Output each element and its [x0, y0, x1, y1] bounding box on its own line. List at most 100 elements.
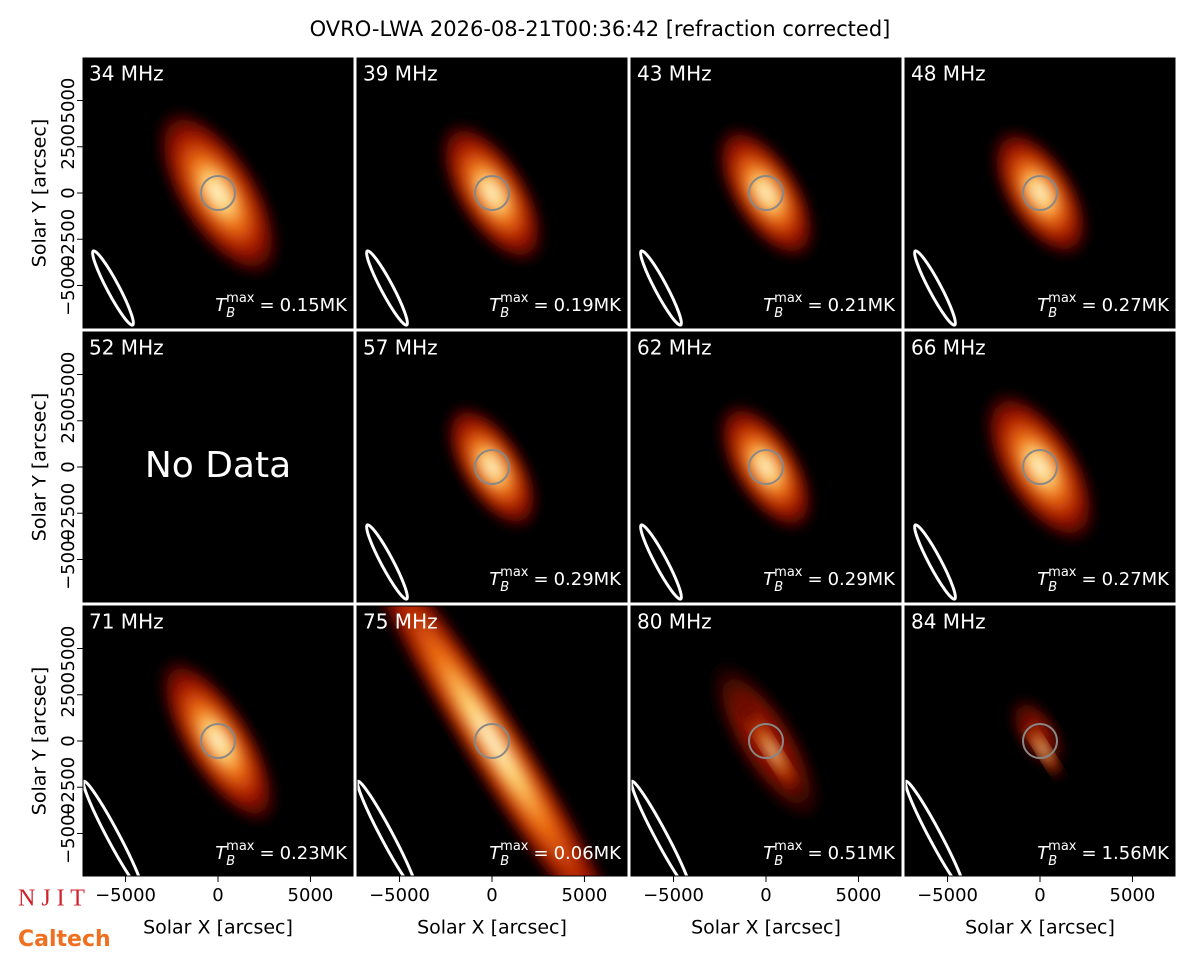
tb-value: 0.27MK	[1102, 295, 1171, 316]
tb-max-label: TBmax = 0.06MK	[489, 839, 622, 869]
x-tick-label: −5000	[917, 885, 978, 906]
tb-max-label: TBmax = 0.15MK	[215, 291, 348, 321]
tb-subscript: B	[226, 854, 235, 869]
beam	[365, 523, 409, 601]
tb-subscript: B	[774, 306, 783, 321]
solar-disk	[474, 175, 510, 211]
emission	[1023, 718, 1063, 779]
emission	[159, 658, 277, 824]
frequency-label: 71 MHz	[89, 610, 164, 634]
y-tick-label: −5000	[58, 255, 79, 316]
panel	[905, 606, 1175, 876]
solar-disk	[748, 449, 784, 485]
logo-caltech: Caltech	[18, 927, 111, 952]
x-tick-label: 5000	[1110, 885, 1156, 906]
no-data-label: No Data	[145, 445, 291, 486]
panel-background	[83, 332, 353, 602]
tb-equals: =	[1081, 843, 1096, 864]
tb-max-label: TBmax = 0.23MK	[215, 839, 348, 869]
frequency-label: 52 MHz	[89, 336, 164, 360]
emission	[718, 403, 814, 531]
figure-title: OVRO-LWA 2026-08-21T00:36:42 [refraction…	[310, 17, 891, 41]
y-tick-label: 2500	[58, 124, 79, 170]
tb-symbol: T	[763, 569, 776, 590]
beam	[913, 523, 957, 601]
tb-subscript: B	[1048, 306, 1057, 321]
emission	[357, 606, 627, 876]
panel	[631, 58, 901, 328]
tb-subscript: B	[226, 306, 235, 321]
y-tick-label: −2500	[58, 209, 79, 270]
tb-subscript: B	[1048, 580, 1057, 595]
tb-superscript: max	[226, 839, 255, 854]
panel	[905, 332, 1175, 602]
beam	[639, 523, 683, 601]
tb-symbol: T	[489, 569, 502, 590]
tb-value: 0.51MK	[828, 843, 897, 864]
tb-equals: =	[533, 295, 548, 316]
panel	[905, 58, 1175, 328]
emission	[716, 126, 816, 260]
tb-max-label: TBmax = 0.51MK	[763, 839, 896, 869]
tb-symbol: T	[1037, 295, 1050, 316]
tb-max-label: TBmax = 0.29MK	[763, 565, 896, 595]
tb-equals: =	[807, 295, 822, 316]
beam	[905, 779, 967, 876]
panel-frame	[630, 57, 902, 329]
frequency-label: 39 MHz	[363, 62, 438, 86]
emission	[157, 109, 279, 277]
x-tick-label: 0	[1034, 885, 1045, 906]
y-tick-label: 5000	[58, 352, 79, 398]
y-tick-label: 5000	[58, 626, 79, 672]
x-tick-label: 5000	[836, 885, 882, 906]
panel	[83, 332, 353, 602]
frequency-label: 34 MHz	[89, 62, 164, 86]
tb-max-label: TBmax = 0.27MK	[1037, 565, 1170, 595]
x-tick-label: −5000	[643, 885, 704, 906]
panel	[357, 606, 627, 876]
panel	[83, 606, 353, 876]
beam	[83, 779, 145, 876]
frequency-label: 84 MHz	[911, 610, 986, 634]
beam	[639, 249, 683, 327]
panel-frame	[356, 57, 628, 329]
solar-disk	[1022, 723, 1058, 759]
tb-superscript: max	[1048, 839, 1077, 854]
tb-symbol: T	[763, 843, 776, 864]
x-tick-label: 0	[212, 885, 223, 906]
tb-superscript: max	[1048, 291, 1077, 306]
solar-disk	[1022, 175, 1058, 211]
tb-value: 0.29MK	[554, 569, 623, 590]
panel-frame	[630, 331, 902, 603]
x-axis-label: Solar X [arcsec]	[691, 917, 841, 939]
y-tick-label: 0	[58, 735, 79, 746]
panel-frame	[904, 331, 1176, 603]
tb-subscript: B	[774, 580, 783, 595]
tb-subscript: B	[1048, 854, 1057, 869]
tb-equals: =	[533, 843, 548, 864]
x-axis-label: Solar X [arcsec]	[417, 917, 567, 939]
tb-superscript: max	[774, 839, 803, 854]
tb-symbol: T	[489, 295, 502, 316]
y-tick-label: −2500	[58, 757, 79, 818]
emission	[440, 122, 544, 264]
x-axis-label: Solar X [arcsec]	[143, 917, 293, 939]
beam	[631, 779, 693, 876]
tb-symbol: T	[215, 843, 228, 864]
tb-symbol: T	[215, 295, 228, 316]
tb-max-label: TBmax = 0.21MK	[763, 291, 896, 321]
tb-value: 1.56MK	[1102, 843, 1171, 864]
solar-disk	[1022, 449, 1058, 485]
beam	[913, 249, 957, 327]
panel	[83, 58, 353, 328]
solar-disk	[200, 723, 236, 759]
tb-subscript: B	[500, 306, 509, 321]
tb-superscript: max	[500, 565, 529, 580]
y-tick-label: −5000	[58, 803, 79, 864]
tb-superscript: max	[774, 565, 803, 580]
tb-equals: =	[807, 569, 822, 590]
tb-max-label: TBmax = 0.27MK	[1037, 291, 1170, 321]
logo-njit: N J I T	[18, 886, 85, 912]
tb-symbol: T	[1037, 569, 1050, 590]
